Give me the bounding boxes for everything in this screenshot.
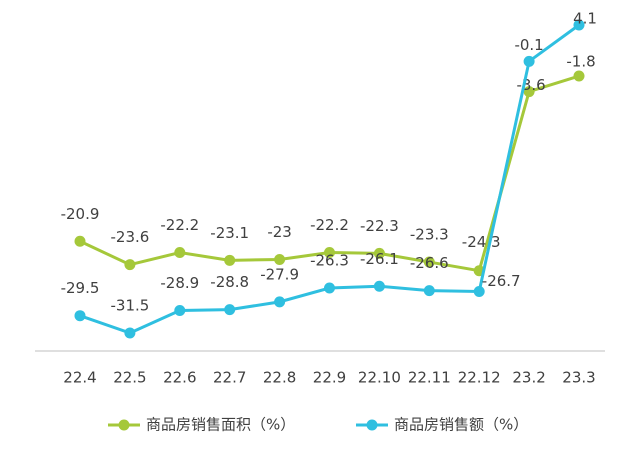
point	[373, 247, 385, 259]
x-tick-label: 22.8	[263, 369, 296, 387]
legend-marker	[366, 419, 378, 431]
data-label: -22.2	[160, 216, 199, 234]
data-label: -22.2	[310, 216, 349, 234]
x-tick-label: 22.6	[163, 369, 196, 387]
data-label: -31.5	[110, 297, 149, 315]
point	[573, 70, 585, 82]
x-tick-label: 22.10	[358, 369, 401, 387]
data-label: -22.3	[360, 217, 399, 235]
point	[224, 254, 236, 266]
point	[324, 282, 335, 294]
point	[473, 285, 485, 297]
data-label: -26.6	[410, 254, 449, 272]
point	[523, 86, 535, 98]
data-label: -0.1	[514, 36, 543, 54]
x-tick-label: 23.3	[562, 369, 595, 387]
data-label: 4.1	[573, 10, 597, 28]
data-label: -23.1	[210, 224, 249, 242]
point	[74, 310, 86, 322]
x-tick-label: 22.9	[313, 369, 346, 387]
point	[124, 327, 136, 339]
data-label: -26.7	[482, 272, 521, 290]
data-label: -29.5	[61, 279, 100, 297]
data-label: -28.9	[160, 274, 199, 292]
data-label: -23	[267, 223, 292, 241]
point	[274, 296, 286, 308]
x-tick-label: 22.4	[63, 369, 96, 387]
point	[373, 280, 385, 292]
point	[174, 247, 186, 259]
data-label: -26.3	[310, 252, 349, 270]
x-tick-label: 22.7	[213, 369, 246, 387]
point	[124, 259, 136, 271]
x-tick-label: 22.11	[408, 369, 451, 387]
point	[423, 256, 435, 268]
point	[573, 19, 585, 31]
data-label: -27.9	[260, 265, 299, 283]
data-label: -26.1	[360, 250, 399, 268]
data-label: -23.6	[110, 228, 149, 246]
x-tick-label: 23.2	[512, 369, 545, 387]
x-tick-label: 22.12	[458, 369, 501, 387]
data-label: -20.9	[61, 205, 100, 223]
data-label: -24.3	[462, 233, 501, 251]
point	[523, 55, 535, 67]
legend-label: 商品房销售面积（%）	[146, 416, 295, 434]
x-tick-label: 22.5	[113, 369, 146, 387]
point	[423, 285, 435, 297]
point	[174, 305, 186, 317]
legend-label: 商品房销售额（%）	[394, 416, 528, 434]
legend-marker	[118, 419, 130, 431]
data-label: -23.3	[410, 226, 449, 244]
point	[274, 253, 286, 265]
point	[224, 304, 236, 316]
data-label: -28.8	[210, 273, 249, 291]
data-label: -3.6	[516, 76, 545, 94]
data-label: -1.8	[566, 53, 595, 71]
point	[324, 247, 335, 259]
point	[74, 235, 86, 247]
